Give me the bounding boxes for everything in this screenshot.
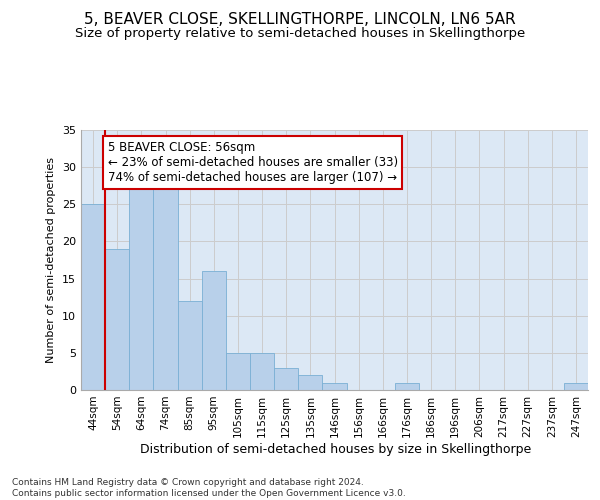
Text: Distribution of semi-detached houses by size in Skellingthorpe: Distribution of semi-detached houses by …	[140, 442, 532, 456]
Bar	[298, 375, 322, 390]
Bar	[274, 368, 298, 390]
Bar	[178, 301, 202, 390]
Bar	[202, 271, 226, 390]
Text: Contains HM Land Registry data © Crown copyright and database right 2024.
Contai: Contains HM Land Registry data © Crown c…	[12, 478, 406, 498]
Text: 5, BEAVER CLOSE, SKELLINGTHORPE, LINCOLN, LN6 5AR: 5, BEAVER CLOSE, SKELLINGTHORPE, LINCOLN…	[84, 12, 516, 28]
Bar	[154, 190, 178, 390]
Text: Size of property relative to semi-detached houses in Skellingthorpe: Size of property relative to semi-detach…	[75, 28, 525, 40]
Bar	[564, 382, 588, 390]
Bar	[81, 204, 105, 390]
Bar	[226, 353, 250, 390]
Y-axis label: Number of semi-detached properties: Number of semi-detached properties	[46, 157, 56, 363]
Bar	[322, 382, 347, 390]
Bar	[105, 249, 129, 390]
Bar	[250, 353, 274, 390]
Bar	[129, 190, 154, 390]
Bar	[395, 382, 419, 390]
Text: 5 BEAVER CLOSE: 56sqm
← 23% of semi-detached houses are smaller (33)
74% of semi: 5 BEAVER CLOSE: 56sqm ← 23% of semi-deta…	[107, 141, 398, 184]
